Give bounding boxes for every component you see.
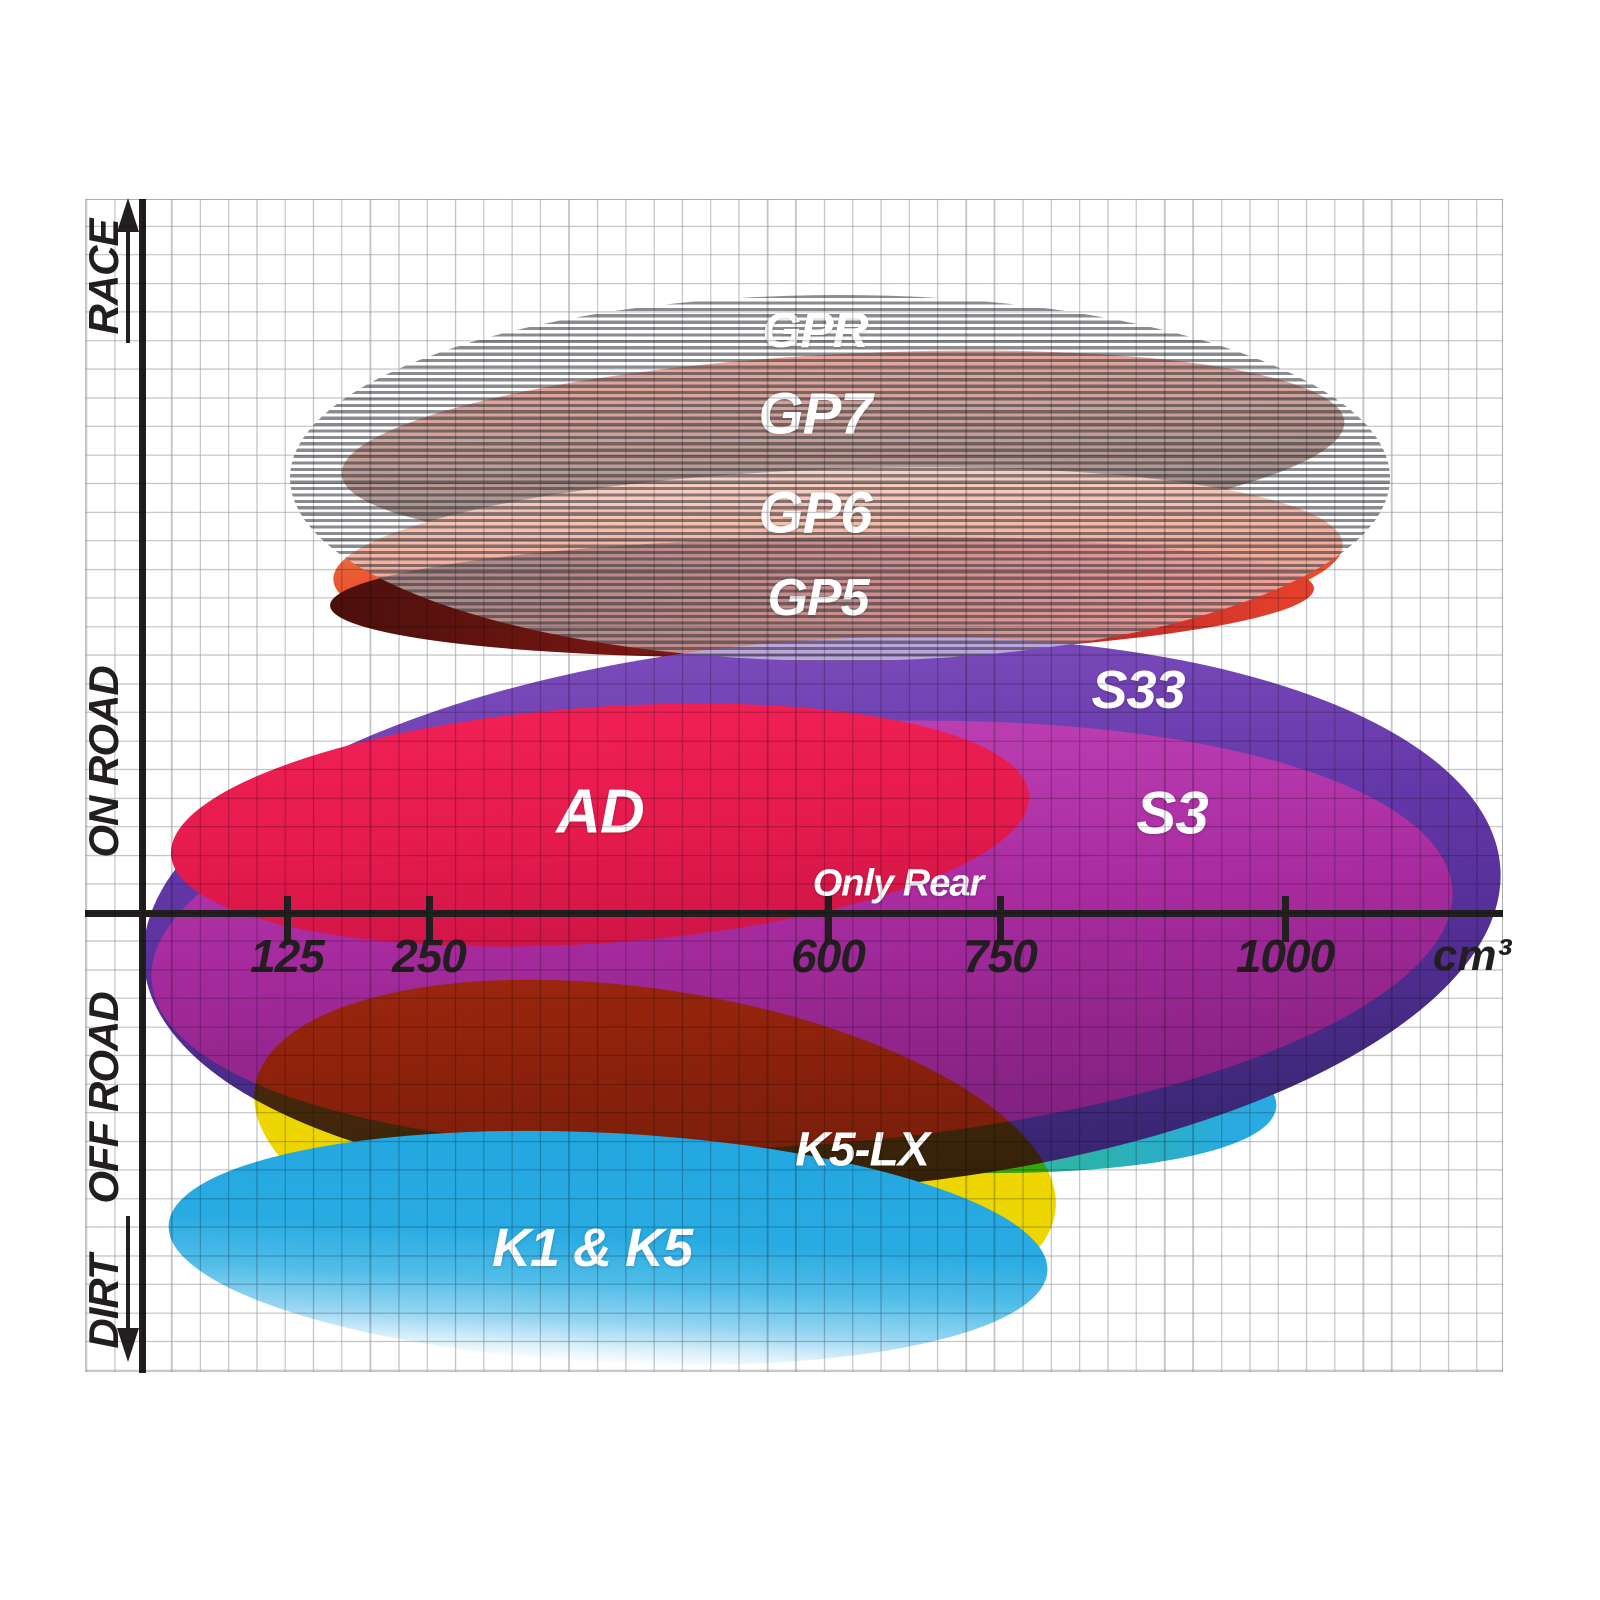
x-tick-label-4: 1000 [1235, 930, 1335, 982]
x-tick-label-2: 600 [791, 930, 866, 982]
x-tick-label-0: 125 [250, 930, 325, 982]
region-label-ad: AD [556, 777, 645, 847]
terrain-label-1: ON ROAD [80, 666, 127, 858]
terrain-label-0: RACE [80, 219, 127, 335]
region-label-gp6: GP6 [758, 480, 872, 546]
x-tick-label-1: 250 [392, 930, 467, 982]
region-label-only_rear: Only Rear [812, 862, 985, 905]
region-label-gp5: GP5 [767, 569, 869, 627]
y-axis-line [139, 199, 146, 1373]
region-label-s3: S3 [1136, 779, 1208, 847]
region-label-s33: S33 [1091, 660, 1185, 720]
region-label-k5lx: K5-LX [795, 1123, 930, 1177]
region-label-gp7: GP7 [758, 381, 872, 447]
terrain-label-3: DIRT [80, 1255, 127, 1349]
x-axis-unit-label: cm³ [1432, 931, 1512, 980]
x-tick-label-3: 750 [963, 930, 1038, 982]
terrain-label-2: OFF ROAD [80, 992, 127, 1204]
region-label-gpr: GPR [762, 302, 868, 358]
region-label-k1k5: K1 & K5 [491, 1218, 693, 1278]
x-axis-line [85, 910, 1503, 917]
